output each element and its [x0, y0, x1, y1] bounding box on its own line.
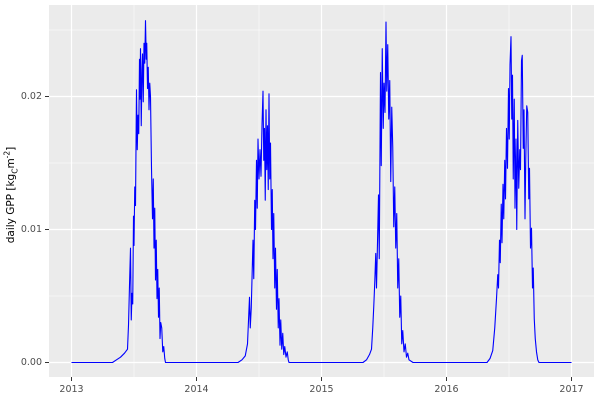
plot-panel [49, 5, 594, 377]
x-tick-label: 2017 [559, 384, 584, 395]
x-tick-label: 2014 [184, 384, 209, 395]
y-axis-title-subscript: C [10, 168, 20, 174]
y-tick-label: 0.00 [20, 356, 42, 368]
x-tick-label: 2016 [434, 384, 459, 395]
y-tick-mark [45, 229, 49, 230]
y-axis-title-bracket: ] [5, 146, 18, 151]
y-axis-title-superscript: -2 [2, 150, 12, 159]
x-tick-mark [571, 377, 572, 381]
y-axis-title-unit: m [5, 158, 18, 169]
x-tick-label: 2013 [59, 384, 84, 395]
y-tick-label: 0.02 [20, 90, 42, 102]
y-tick-mark [45, 96, 49, 97]
x-tick-mark [196, 377, 197, 381]
x-tick-mark [446, 377, 447, 381]
y-tick-mark [45, 362, 49, 363]
x-tick-label: 2015 [309, 384, 334, 395]
x-tick-mark [71, 377, 72, 381]
gpp-line-plot [49, 5, 594, 377]
y-tick-label: 0.01 [20, 223, 42, 235]
x-tick-mark [321, 377, 322, 381]
gpp-line-series [71, 20, 572, 364]
